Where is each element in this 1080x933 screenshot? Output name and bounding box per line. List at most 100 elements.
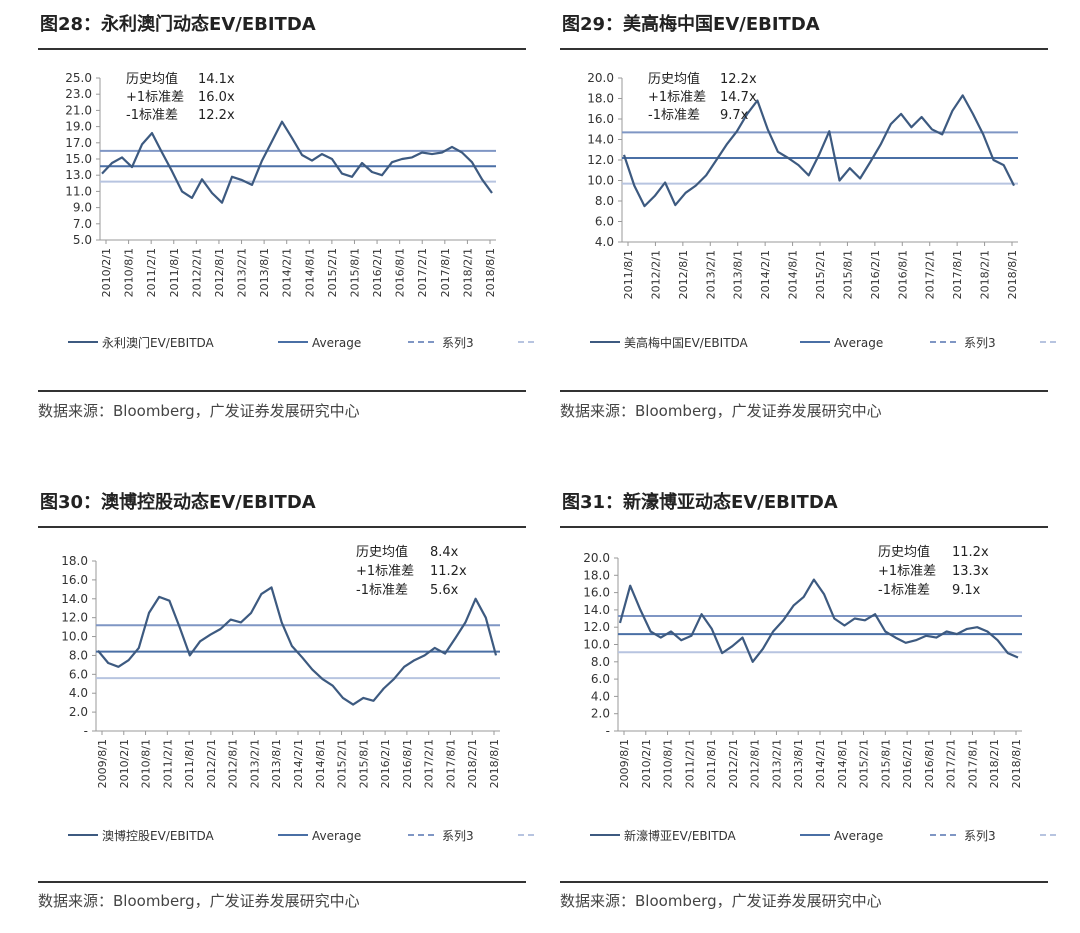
stat-minus-1sd-value: 12.2x [198,108,235,123]
series-line [622,94,1015,208]
x-tick-label: 2010/8/1 [123,248,136,297]
x-tick-label: 2014/2/1 [292,739,305,788]
x-tick-label: 2017/2/1 [945,739,958,788]
x-tick-label: 2015/8/1 [357,739,370,788]
y-tick-label: 8.0 [69,648,88,662]
x-tick-label: 2018/2/1 [979,250,992,299]
legend-series3-label: 系列3 [964,829,996,843]
x-tick-label: 2015/2/1 [336,739,349,788]
x-tick-label: 2016/2/1 [371,248,384,297]
x-tick-label: 2011/2/1 [161,739,174,788]
x-tick-label: 2017/8/1 [444,739,457,788]
legend-series-label: 美高梅中国EV/EBITDA [624,335,749,350]
x-tick-label: 2011/2/1 [145,248,158,297]
y-tick-label: 23.0 [65,87,92,101]
y-tick-label: 25.0 [65,71,92,85]
x-tick-label: 2015/2/1 [326,248,339,297]
x-tick-label: 2016/2/1 [869,250,882,299]
x-tick-label: 2011/8/1 [622,250,635,299]
y-tick-label: 20.0 [587,71,614,85]
legend-series-label: 永利澳门EV/EBITDA [102,335,215,350]
chart-svg: 20.0 18.0 16.0 14.0 12.0 10.0 8.0 6.0 4.0 2.0 -200… [583,544,1060,843]
x-tick-label: 2018/8/1 [484,248,497,297]
stat-minus-1sd-label: -1标准差 [878,583,930,598]
x-tick-label: 2014/8/1 [314,739,327,788]
x-tick-label: 2009/8/1 [618,739,631,788]
x-tick-label: 2018/2/1 [466,739,479,788]
x-tick-label: 2009/8/1 [96,739,109,788]
x-tick-label: 2011/8/1 [168,248,181,297]
x-tick-label: 2018/8/1 [1010,739,1023,788]
x-tick-label: 2014/8/1 [303,248,316,297]
bottom-divider [560,390,1048,392]
y-tick-label: 12.0 [587,153,614,167]
chart-panel-30: 图30：澳博控股动态EV/EBITDA 18.0 16.0 14.0 12.0 10.0… [38,478,538,910]
stat-minus-1sd-label: -1标准差 [648,108,700,123]
x-tick-label: 2017/8/1 [951,250,964,299]
chart-title: 图28：永利澳门动态EV/EBITDA [40,14,316,35]
source-note: 数据来源：Bloomberg，广发证券发展研究中心 [38,892,360,910]
y-tick-label: 14.0 [583,603,610,617]
y-tick-label: 9.0 [73,201,92,215]
series-line [97,586,498,706]
x-tick-label: 2012/8/1 [677,250,690,299]
x-tick-label: 2015/8/1 [348,248,361,297]
legend-average-label: Average [834,336,883,350]
stat-minus-1sd-value: 9.7x [720,108,749,123]
x-tick-label: 2017/8/1 [966,739,979,788]
stat-plus-1sd-label: +1标准差 [878,564,936,579]
y-tick-label: 8.0 [595,194,614,208]
source-note: 数据来源：Bloomberg，广发证券发展研究中心 [38,402,360,420]
y-tick-label: 15.0 [65,152,92,166]
y-tick-label: 8.0 [591,655,610,669]
x-tick-label: 2013/2/1 [236,248,249,297]
y-tick-label: 12.0 [583,620,610,634]
y-tick-label: 14.0 [61,592,88,606]
x-tick-label: 2017/8/1 [439,248,452,297]
legend-series-label: 新濠博亚EV/EBITDA [624,828,737,843]
x-tick-label: 2012/2/1 [205,739,218,788]
y-tick-label: - [84,724,88,738]
chart-panel-28: 图28：永利澳门动态EV/EBITDA 25.0 23.0 21.0 19.0 17.0… [38,0,538,430]
bottom-divider [560,881,1048,883]
stat-minus-1sd-value: 9.1x [952,583,981,598]
y-tick-label: 14.0 [587,133,614,147]
x-tick-label: 2014/8/1 [787,250,800,299]
y-tick-label: 16.0 [61,573,88,587]
x-tick-label: 2013/2/1 [770,739,783,788]
stat-minus-1sd-value: 5.6x [430,583,459,598]
x-tick-label: 2014/2/1 [759,250,772,299]
x-tick-label: 2015/8/1 [879,739,892,788]
stat-plus-1sd-label: +1标准差 [356,564,414,579]
stat-plus-1sd-value: 14.7x [720,90,757,105]
y-tick-label: 21.0 [65,103,92,117]
chart-svg: 20.0 18.0 16.0 14.0 12.0 10.0 8.0 6.0 4.0 2011/8/… [587,71,1060,350]
y-tick-label: 6.0 [595,215,614,229]
legend-series-label: 澳博控股EV/EBITDA [102,828,215,843]
x-tick-label: 2017/2/1 [416,248,429,297]
y-tick-label: 4.0 [591,689,610,703]
x-tick-label: 2013/8/1 [258,248,271,297]
x-tick-label: 2016/8/1 [394,248,407,297]
y-tick-label: 17.0 [65,136,92,150]
bottom-divider [38,390,526,392]
y-tick-label: - [606,724,610,738]
stat-mean-value: 8.4x [430,545,459,560]
y-tick-label: 20.0 [583,551,610,565]
legend-series3-label: 系列3 [442,829,474,843]
source-note: 数据来源：Bloomberg，广发证券发展研究中心 [560,892,882,910]
legend-series3-label: 系列3 [442,336,474,350]
x-tick-label: 2011/2/1 [683,739,696,788]
y-tick-label: 13.0 [65,168,92,182]
x-tick-label: 2016/2/1 [901,739,914,788]
stat-mean-value: 11.2x [952,545,989,560]
stat-mean-label: 历史均值 [878,544,930,560]
y-tick-label: 18.0 [587,92,614,106]
stat-plus-1sd-value: 16.0x [198,90,235,105]
y-tick-label: 16.0 [583,586,610,600]
x-tick-label: 2012/2/1 [727,739,740,788]
stat-mean-value: 12.2x [720,72,757,87]
y-tick-label: 4.0 [69,686,88,700]
x-tick-label: 2012/2/1 [190,248,203,297]
y-tick-label: 2.0 [591,707,610,721]
